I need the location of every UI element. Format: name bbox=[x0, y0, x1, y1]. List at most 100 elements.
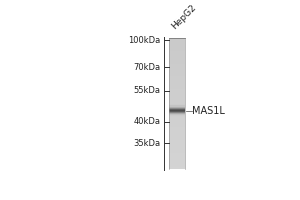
Bar bbox=[169, 128, 185, 129]
Bar bbox=[169, 90, 185, 91]
Bar bbox=[169, 123, 185, 124]
Bar bbox=[169, 62, 185, 63]
Bar bbox=[169, 76, 185, 77]
Bar bbox=[169, 147, 185, 148]
Bar bbox=[169, 126, 185, 127]
Bar bbox=[169, 66, 185, 67]
Bar bbox=[169, 52, 185, 53]
Bar bbox=[169, 156, 185, 157]
Bar bbox=[169, 127, 185, 128]
Bar bbox=[169, 158, 185, 159]
Bar bbox=[169, 45, 185, 47]
Bar bbox=[169, 69, 185, 71]
Bar bbox=[169, 81, 185, 83]
Bar bbox=[169, 50, 185, 51]
Bar bbox=[169, 96, 185, 97]
Text: 100kDa: 100kDa bbox=[128, 36, 161, 45]
Bar bbox=[169, 153, 185, 155]
Bar bbox=[169, 105, 185, 107]
Bar bbox=[169, 139, 185, 140]
Bar bbox=[169, 74, 185, 75]
Bar bbox=[169, 113, 185, 114]
Bar bbox=[169, 150, 185, 151]
Bar bbox=[169, 75, 185, 76]
Bar bbox=[169, 115, 185, 116]
Bar bbox=[169, 38, 185, 39]
Text: MAS1L: MAS1L bbox=[192, 106, 225, 116]
Bar bbox=[169, 87, 185, 88]
Bar bbox=[169, 79, 185, 80]
Bar bbox=[169, 125, 185, 126]
Bar bbox=[169, 129, 185, 131]
Bar bbox=[169, 72, 185, 73]
Bar bbox=[169, 108, 185, 109]
Bar bbox=[169, 89, 185, 90]
Bar bbox=[169, 145, 185, 146]
Text: HepG2: HepG2 bbox=[169, 3, 198, 31]
Bar bbox=[169, 103, 185, 104]
Bar bbox=[169, 93, 185, 95]
Bar bbox=[169, 164, 185, 165]
Bar bbox=[169, 91, 185, 92]
Bar bbox=[169, 138, 185, 139]
Bar bbox=[169, 132, 185, 133]
Bar bbox=[169, 42, 185, 43]
Bar bbox=[169, 118, 185, 120]
Bar bbox=[169, 92, 185, 93]
Bar bbox=[169, 43, 185, 44]
Bar bbox=[169, 133, 185, 134]
Bar bbox=[169, 136, 185, 137]
Bar bbox=[169, 120, 185, 121]
Bar bbox=[169, 82, 185, 84]
Bar bbox=[169, 146, 185, 147]
Bar bbox=[169, 112, 185, 113]
Bar bbox=[169, 130, 185, 132]
Text: 40kDa: 40kDa bbox=[134, 117, 161, 126]
Bar bbox=[169, 151, 185, 152]
Bar bbox=[169, 65, 185, 66]
Bar bbox=[169, 152, 185, 153]
Bar bbox=[169, 149, 185, 150]
Bar bbox=[169, 77, 185, 78]
Bar bbox=[169, 53, 185, 54]
Bar bbox=[169, 124, 185, 125]
Bar bbox=[169, 104, 185, 105]
Bar bbox=[169, 102, 185, 103]
Bar bbox=[169, 99, 185, 100]
Bar bbox=[169, 100, 185, 101]
Bar bbox=[169, 122, 185, 123]
Bar bbox=[169, 40, 185, 41]
Bar bbox=[169, 148, 185, 149]
Bar bbox=[169, 135, 185, 136]
Bar bbox=[169, 121, 185, 122]
Bar bbox=[169, 41, 185, 42]
Bar bbox=[169, 84, 185, 85]
Bar bbox=[169, 64, 185, 65]
Bar bbox=[169, 110, 185, 111]
Bar bbox=[169, 86, 185, 87]
Bar bbox=[169, 101, 185, 102]
Bar bbox=[169, 88, 185, 89]
Bar bbox=[169, 141, 185, 143]
Bar bbox=[169, 134, 185, 135]
Bar bbox=[169, 78, 185, 79]
Bar bbox=[169, 142, 185, 144]
Bar bbox=[169, 154, 185, 156]
Bar bbox=[169, 49, 185, 50]
Bar bbox=[169, 63, 185, 64]
Bar bbox=[169, 56, 185, 57]
Bar bbox=[169, 46, 185, 48]
Bar bbox=[169, 161, 185, 162]
Bar bbox=[169, 165, 185, 167]
Bar bbox=[169, 162, 185, 163]
Bar bbox=[169, 61, 185, 62]
Text: 70kDa: 70kDa bbox=[134, 63, 161, 72]
Bar bbox=[169, 58, 185, 60]
Bar bbox=[169, 116, 185, 117]
Bar bbox=[169, 85, 185, 86]
Bar bbox=[169, 111, 185, 112]
Bar bbox=[169, 166, 185, 168]
Bar bbox=[169, 55, 185, 56]
Bar bbox=[169, 67, 185, 68]
Bar bbox=[169, 48, 185, 49]
